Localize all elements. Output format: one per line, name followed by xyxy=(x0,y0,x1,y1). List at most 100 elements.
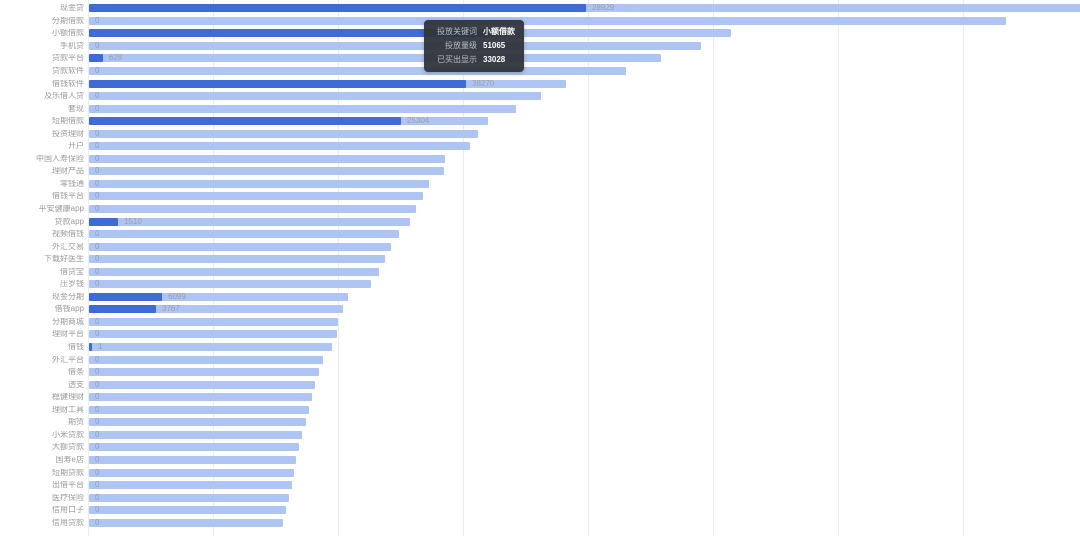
value-bar[interactable] xyxy=(89,79,466,88)
background-bar[interactable] xyxy=(89,142,470,151)
bar-row: 大额贷款 0 xyxy=(0,441,1080,454)
value-label: 0 xyxy=(95,266,100,276)
background-bar[interactable] xyxy=(89,67,626,75)
bar-plot-area: 0 xyxy=(89,317,1080,326)
bar-plot-area: 0 xyxy=(89,129,1080,138)
background-bar[interactable] xyxy=(89,355,323,364)
tooltip-row-keyword: 投放关键词 小额借款 xyxy=(433,27,515,38)
value-label: 0 xyxy=(95,241,100,251)
value-bar[interactable] xyxy=(89,4,586,13)
background-bar[interactable] xyxy=(89,443,299,452)
background-bar[interactable] xyxy=(89,154,445,163)
value-bar[interactable] xyxy=(89,305,156,314)
background-bar[interactable] xyxy=(89,493,289,502)
bar-row: 零钱通 0 xyxy=(0,178,1080,191)
background-bar[interactable] xyxy=(89,393,312,402)
background-bar[interactable] xyxy=(89,317,338,326)
bar-row: 贷款平台 628 xyxy=(0,52,1080,65)
background-bar[interactable] xyxy=(89,343,332,352)
background-bar[interactable] xyxy=(89,54,661,63)
value-label: 0 xyxy=(95,279,100,289)
bar-row: 及乐借人贷 0 xyxy=(0,90,1080,103)
category-label: 开户 xyxy=(68,142,84,151)
bar-row: 借条 0 xyxy=(0,366,1080,379)
tooltip-row-shown: 已买出显示 33028 xyxy=(433,55,515,66)
background-bar[interactable] xyxy=(89,368,319,377)
category-label: 理财产品 xyxy=(52,167,84,176)
background-bar[interactable] xyxy=(89,92,541,101)
bar-plot-area: 0 xyxy=(89,279,1080,289)
bar-row: 短期借款 25304 xyxy=(0,115,1080,128)
tooltip-label: 投放关键词 xyxy=(437,27,477,36)
background-bar[interactable] xyxy=(89,280,371,289)
bar-row: 理财平台 0 xyxy=(0,328,1080,341)
background-bar[interactable] xyxy=(89,129,478,138)
background-bar[interactable] xyxy=(89,192,423,201)
value-label: 0 xyxy=(95,229,100,239)
category-label: 借钱平台 xyxy=(52,192,84,201)
category-label: 现金分期 xyxy=(52,292,84,301)
background-bar[interactable] xyxy=(89,41,701,50)
background-bar[interactable] xyxy=(89,16,1006,25)
background-bar[interactable] xyxy=(89,305,343,314)
background-bar[interactable] xyxy=(89,104,516,113)
background-bar[interactable] xyxy=(89,518,283,527)
background-bar[interactable] xyxy=(89,242,391,251)
background-bar[interactable] xyxy=(89,267,379,276)
background-bar[interactable] xyxy=(89,205,416,214)
background-bar[interactable] xyxy=(89,179,429,188)
value-label: 0 xyxy=(95,442,100,452)
bar-plot-area: 0 xyxy=(89,179,1080,188)
value-label: 0 xyxy=(95,141,100,151)
value-label: 1 xyxy=(98,342,103,352)
background-bar[interactable] xyxy=(89,79,566,88)
category-label: 小额借款 xyxy=(52,29,84,38)
background-bar[interactable] xyxy=(89,117,488,126)
background-bar[interactable] xyxy=(89,430,302,439)
value-bar[interactable] xyxy=(89,117,401,126)
bar-plot-area: 0 xyxy=(89,67,1080,75)
bar-row: 借钱软件 38270 xyxy=(0,77,1080,90)
category-label: 套现 xyxy=(68,104,84,113)
bar-plot-area: 25304 xyxy=(89,117,1080,126)
value-label: 0 xyxy=(95,91,100,101)
background-bar[interactable] xyxy=(89,255,385,264)
background-bar[interactable] xyxy=(89,330,337,339)
background-bar[interactable] xyxy=(89,405,309,414)
bar-row: 国寿e店 0 xyxy=(0,454,1080,467)
bar-row: 下载好医生 0 xyxy=(0,253,1080,266)
value-label: 0 xyxy=(95,191,100,201)
background-bar[interactable] xyxy=(89,418,306,427)
category-label: 借钱app xyxy=(54,305,84,314)
value-label: 0 xyxy=(95,505,100,515)
value-bar[interactable] xyxy=(89,29,495,38)
background-bar[interactable] xyxy=(89,4,1080,13)
value-bar[interactable] xyxy=(89,343,92,352)
background-bar[interactable] xyxy=(89,455,296,464)
value-label: 6099 xyxy=(168,291,186,301)
background-bar[interactable] xyxy=(89,230,399,239)
bar-plot-area: 0 xyxy=(89,229,1080,239)
bar-plot-area: 0 xyxy=(89,518,1080,527)
background-bar[interactable] xyxy=(89,506,286,515)
background-bar[interactable] xyxy=(89,468,294,477)
background-bar[interactable] xyxy=(89,292,348,301)
category-label: 外汇平台 xyxy=(52,355,84,364)
value-label: 0 xyxy=(95,392,100,402)
background-bar[interactable] xyxy=(89,167,444,176)
value-bar[interactable] xyxy=(89,217,118,226)
background-bar[interactable] xyxy=(89,217,410,226)
value-bar[interactable] xyxy=(89,292,162,301)
bar-plot-area: 3767 xyxy=(89,305,1080,314)
bar-plot-area: 0 xyxy=(89,481,1080,490)
bar-plot-area: 0 xyxy=(89,442,1080,452)
background-bar[interactable] xyxy=(89,481,292,490)
value-bar[interactable] xyxy=(89,54,103,63)
background-bar[interactable] xyxy=(89,380,315,389)
bar-row: 透支 0 xyxy=(0,378,1080,391)
category-label: 信用口子 xyxy=(52,506,84,515)
background-bar[interactable] xyxy=(89,29,731,38)
bar-plot-area: 0 xyxy=(89,368,1080,377)
